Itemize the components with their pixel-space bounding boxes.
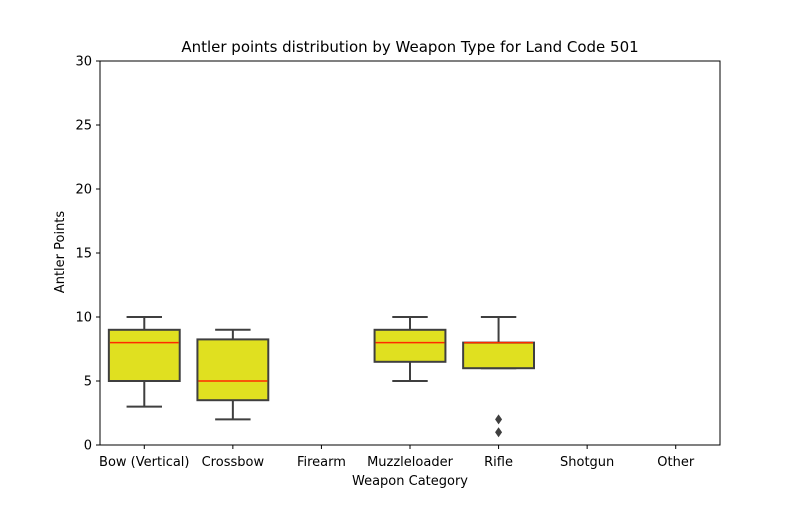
x-tick-label: Firearm xyxy=(297,455,346,470)
y-tick-label: 20 xyxy=(75,183,92,198)
y-tick-label: 15 xyxy=(75,247,92,262)
x-tick-label: Other xyxy=(657,455,695,470)
x-tick-label: Bow (Vertical) xyxy=(99,455,189,470)
y-tick-label: 10 xyxy=(75,311,92,326)
y-tick-label: 0 xyxy=(84,439,92,454)
x-axis-label: Weapon Category xyxy=(352,474,468,489)
plot-area: 0 5 10 15 20 25 30 Bow (Vertical) Crossbow Firear… xyxy=(75,55,721,470)
y-tick-label: 25 xyxy=(75,119,92,134)
plot-frame xyxy=(99,60,721,446)
y-tick-label: 5 xyxy=(84,375,92,390)
box-3 xyxy=(373,328,447,363)
x-tick-label: Shotgun xyxy=(560,455,614,470)
x-tick-label: Crossbow xyxy=(202,455,265,470)
x-tick-label: Rifle xyxy=(484,455,513,470)
box-0 xyxy=(107,328,181,382)
outlier-point xyxy=(495,427,503,438)
chart-title: Antler points distribution by Weapon Typ… xyxy=(181,38,638,56)
box-4 xyxy=(462,341,535,370)
y-axis-label: Antler Points xyxy=(53,211,68,294)
y-tick-label: 30 xyxy=(75,55,92,70)
box-1 xyxy=(196,338,270,402)
x-tick-label: Muzzleloader xyxy=(367,455,453,470)
outlier-point xyxy=(495,414,503,425)
